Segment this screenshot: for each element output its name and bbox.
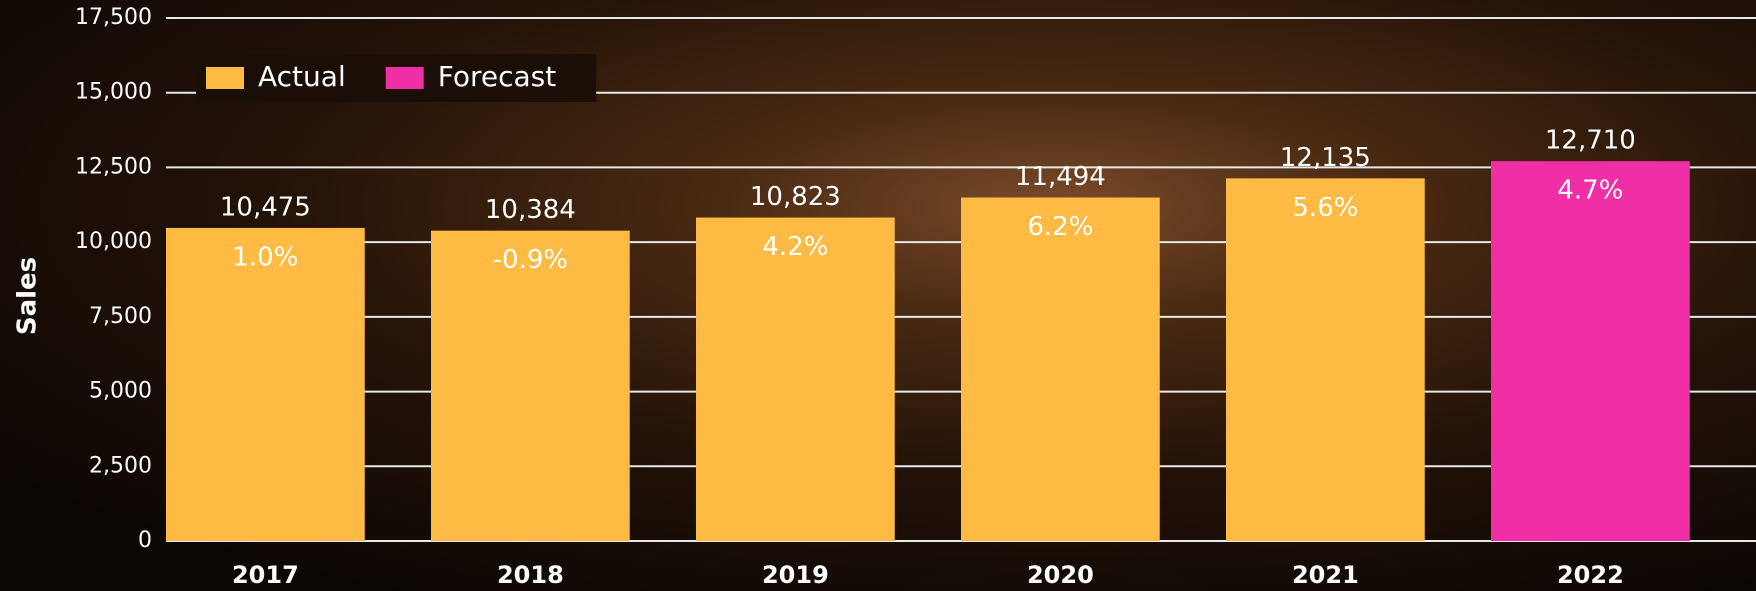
legend-label: Actual: [258, 60, 346, 93]
legend-swatch: [206, 67, 244, 89]
legend-swatch: [385, 67, 424, 89]
growth-label: 4.7%: [1557, 176, 1623, 206]
growth-label: 4.2%: [762, 232, 828, 262]
y-tick-label: 2,500: [89, 453, 152, 478]
x-tick-label: 2021: [1292, 561, 1359, 589]
bar: [166, 227, 365, 541]
value-label: 11,494: [1015, 162, 1106, 192]
y-tick-label: 0: [138, 528, 152, 553]
growth-label: 6.2%: [1027, 212, 1093, 242]
x-tick-label: 2018: [497, 561, 564, 589]
y-tick-label: 7,500: [89, 304, 152, 329]
y-axis-label: Sales: [13, 257, 43, 335]
value-label: 10,384: [485, 195, 576, 225]
bar: [961, 197, 1160, 542]
y-tick-label: 10,000: [75, 229, 152, 254]
growth-label: 1.0%: [232, 242, 298, 272]
value-label: 12,710: [1545, 126, 1636, 156]
value-label: 10,823: [750, 182, 841, 212]
bar: [696, 217, 895, 541]
value-label: 10,475: [220, 192, 311, 222]
x-tick-label: 2017: [232, 561, 299, 589]
bar: [1226, 178, 1425, 541]
bar: [1491, 161, 1690, 541]
growth-label: 5.6%: [1292, 193, 1358, 223]
value-label: 12,135: [1280, 143, 1371, 173]
y-tick-label: 12,500: [75, 154, 152, 179]
bar: [431, 230, 630, 541]
x-tick-label: 2019: [762, 561, 829, 589]
x-tick-label: 2022: [1557, 561, 1624, 589]
x-tick-label: 2020: [1027, 561, 1094, 589]
y-tick-label: 15,000: [75, 80, 152, 105]
growth-label: -0.9%: [493, 245, 568, 275]
legend-label: Forecast: [438, 60, 557, 93]
y-tick-label: 5,000: [89, 379, 152, 404]
y-tick-label: 17,500: [75, 5, 152, 30]
